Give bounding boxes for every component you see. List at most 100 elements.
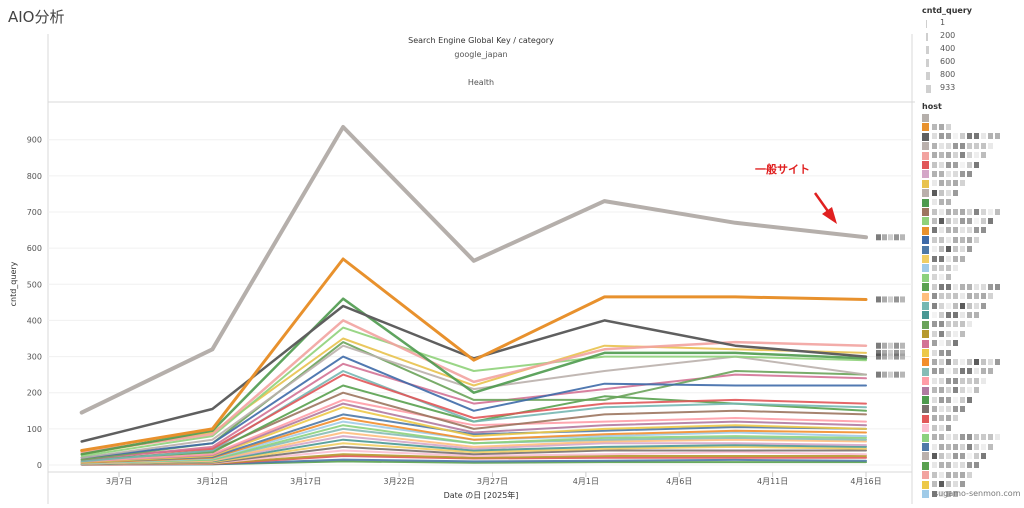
y-tick-label: 400 (27, 316, 42, 325)
obscured-block (939, 321, 944, 328)
host-legend-item[interactable] (922, 198, 1022, 215)
obscured-block (946, 255, 951, 262)
obscured-block (953, 377, 958, 384)
host-legend-item[interactable] (922, 282, 1022, 300)
host-legend-item[interactable] (922, 235, 1022, 253)
obscured-block (946, 293, 951, 300)
obscured-host-label (932, 275, 1002, 290)
obscured-block (988, 218, 993, 224)
host-legend-item[interactable] (922, 113, 1022, 130)
obscured-block (967, 321, 972, 328)
host-legend-item[interactable] (922, 310, 1022, 328)
host-legend-item[interactable] (922, 433, 1022, 450)
series-line-5 (80, 319, 868, 454)
host-legend-item[interactable] (922, 367, 1022, 384)
obscured-block (981, 368, 986, 375)
obscured-block (939, 180, 944, 187)
host-legend-item[interactable] (922, 414, 1022, 431)
host-legend-item[interactable] (922, 226, 1022, 243)
obscured-block (953, 236, 958, 243)
obscured-block (967, 471, 972, 478)
obscured-block (939, 330, 944, 337)
size-label: 800 (940, 70, 956, 79)
obscured-block (953, 283, 958, 290)
host-legend-item[interactable] (922, 404, 1022, 422)
obscured-block (932, 274, 937, 281)
obscured-host-label (932, 472, 967, 488)
obscured-label-block (876, 234, 881, 241)
obscured-block (953, 321, 958, 328)
host-legend-item[interactable] (922, 376, 1022, 394)
obscured-label-block (894, 234, 899, 241)
host-legend-item[interactable] (922, 442, 1022, 459)
obscured-block (995, 283, 1000, 290)
obscured-block (967, 387, 972, 394)
obscured-block (967, 443, 972, 450)
x-tick-label: 3月22日 (383, 477, 414, 486)
obscured-block (953, 434, 958, 441)
obscured-block (981, 283, 986, 290)
obscured-block (946, 340, 951, 347)
obscured-block (953, 359, 958, 365)
obscured-block (932, 321, 937, 328)
host-legend-item[interactable] (922, 320, 1022, 337)
obscured-block (967, 246, 972, 253)
host-color-swatch (922, 292, 929, 301)
host-legend-item[interactable] (922, 339, 1022, 356)
host-legend-item[interactable] (922, 169, 1022, 187)
host-legend-item[interactable] (922, 207, 1022, 224)
obscured-block (932, 152, 937, 159)
series-line-12 (80, 373, 867, 459)
obscured-label-block (894, 342, 899, 349)
host-legend-item[interactable] (922, 245, 1022, 262)
obscured-block (953, 406, 958, 412)
host-color-swatch (922, 170, 929, 179)
obscured-block (953, 255, 958, 262)
obscured-block (967, 218, 972, 224)
host-legend-item[interactable] (922, 122, 1022, 140)
obscured-label-block (894, 296, 899, 303)
host-legend-item[interactable] (922, 254, 1022, 271)
obscured-block (967, 462, 972, 469)
host-legend-item[interactable] (922, 470, 1022, 488)
host-legend-item[interactable] (922, 423, 1022, 441)
host-legend-item[interactable] (922, 263, 1022, 281)
host-legend-item[interactable] (922, 386, 1022, 403)
host-legend-item[interactable] (922, 273, 1022, 290)
obscured-host-label (932, 181, 960, 196)
host-legend-item[interactable] (922, 292, 1022, 309)
host-legend-item[interactable] (922, 151, 1022, 168)
obscured-block (953, 462, 958, 469)
obscured-host-label (932, 247, 967, 262)
host-legend-item[interactable] (922, 301, 1022, 318)
host-legend-item[interactable] (922, 179, 1022, 196)
obscured-block (932, 490, 937, 497)
series-line-1 (79, 125, 868, 415)
host-legend-item[interactable] (922, 160, 1022, 177)
obscured-block (960, 152, 965, 159)
host-color-swatch (922, 264, 929, 273)
host-legend-item[interactable] (922, 188, 1022, 206)
obscured-block (946, 161, 951, 168)
obscured-block (974, 293, 979, 300)
host-legend-item[interactable]: sugamo-senmon.com (922, 489, 1022, 499)
host-legend-item[interactable] (922, 357, 1022, 375)
obscured-block (946, 246, 951, 253)
obscured-block (946, 368, 951, 375)
host-legend-item[interactable] (922, 329, 1022, 347)
host-legend-item[interactable] (922, 132, 1022, 149)
host-legend-item[interactable] (922, 348, 1022, 365)
host-legend-item[interactable] (922, 216, 1022, 234)
host-legend-item[interactable] (922, 141, 1022, 159)
obscured-block (939, 434, 944, 441)
obscured-block (960, 161, 965, 168)
host-legend-item[interactable] (922, 451, 1022, 469)
host-legend-item[interactable] (922, 395, 1022, 412)
obscured-block (960, 312, 965, 318)
host-legend-item[interactable] (922, 480, 1022, 497)
obscured-block (953, 443, 958, 450)
obscured-block (953, 481, 958, 488)
obscured-block (932, 349, 937, 356)
obscured-block (932, 124, 937, 130)
host-legend-item[interactable] (922, 461, 1022, 478)
